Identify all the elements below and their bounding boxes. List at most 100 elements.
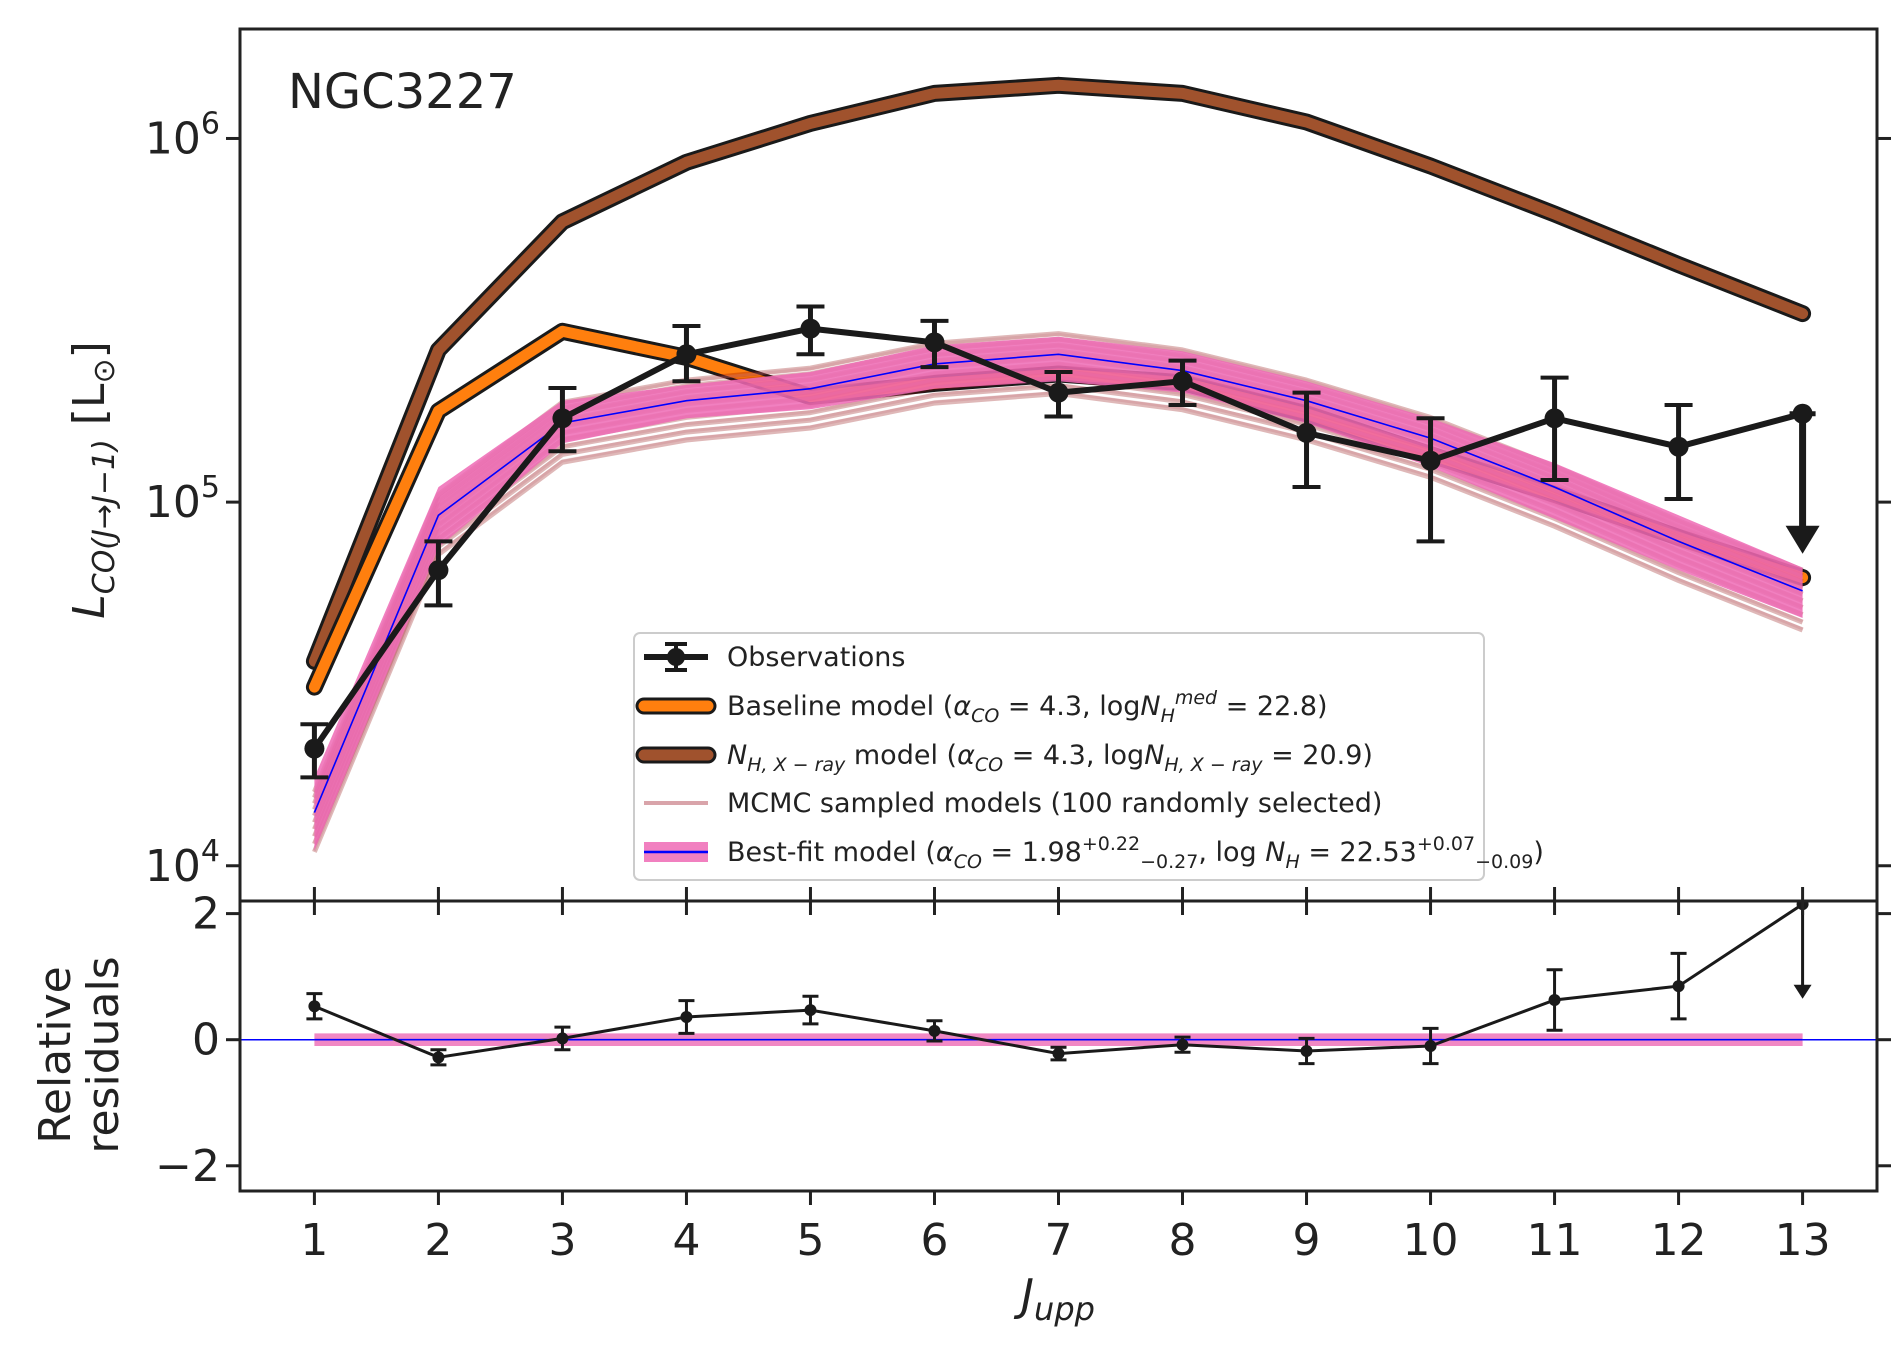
- residual-y-axis-title: Relativeresiduals: [30, 956, 129, 1153]
- x-tick-label: 13: [1775, 1215, 1831, 1266]
- observation-point: [1668, 436, 1689, 457]
- legend-text-part: ): [1533, 837, 1544, 868]
- x-tick-label: 1: [300, 1215, 328, 1266]
- legend-text-part: H, X − ray: [1164, 754, 1263, 776]
- x-title-main: J: [1013, 1270, 1034, 1321]
- legend-text-part: α: [957, 740, 975, 771]
- tick-base: 10: [145, 841, 201, 892]
- residual-title-line-2: residuals: [78, 956, 129, 1153]
- x-tick-label: 9: [1293, 1215, 1321, 1266]
- y-title-unit-end: ]: [64, 341, 115, 358]
- tick-base: 10: [145, 113, 201, 164]
- legend-text-part: H: [1285, 851, 1299, 873]
- legend-text-part: α: [936, 837, 954, 868]
- xray-model-line: [308, 79, 1809, 667]
- residual-plot-data: [240, 901, 1877, 1067]
- observation-point: [1792, 403, 1813, 424]
- x-tick-label: 3: [548, 1215, 576, 1266]
- legend-text-part: +0.07: [1417, 833, 1475, 855]
- legend-label-baseline: Baseline model (αCO​ = 4.3, logNH​med​ =…: [727, 687, 1328, 727]
- observation-point: [1172, 371, 1193, 392]
- legend-text-part: N: [1265, 837, 1285, 868]
- main-y-tick-label: 106: [145, 106, 220, 164]
- legend-label-obs: Observations: [727, 642, 905, 673]
- legend-label-mcmc: MCMC sampled models (100 randomly select…: [727, 788, 1382, 819]
- legend-label-xray: NH, X − ray​ model (αCO​ = 4.3, logNH, X…: [727, 740, 1373, 776]
- legend-text-part: med: [1175, 687, 1218, 709]
- residual-upper-limit-arrowhead: [1793, 984, 1812, 999]
- legend-text-part: = 22.8): [1217, 691, 1327, 722]
- x-tick-label: 12: [1651, 1215, 1707, 1266]
- legend-text-part: CO: [954, 851, 982, 873]
- x-tick-label: 6: [920, 1215, 948, 1266]
- legend-text-part: = 20.9): [1262, 740, 1372, 771]
- tick-exponent: 4: [201, 834, 220, 869]
- legend-text-part: N: [1140, 691, 1160, 722]
- x-tick-label: 8: [1169, 1215, 1197, 1266]
- legend-text-part: H: [1161, 705, 1175, 727]
- residual-point: [804, 1004, 817, 1017]
- legend: Observations Baseline model (αCO​ = 4.3, …: [633, 632, 1544, 881]
- x-tick-label: 7: [1045, 1215, 1073, 1266]
- main-y-tick-label: 104: [145, 834, 220, 892]
- observation-point: [1420, 450, 1441, 471]
- observation-point: [1048, 382, 1069, 403]
- legend-text-part: = 4.3, log: [999, 691, 1140, 722]
- legend-text-part: CO: [971, 705, 999, 727]
- legend-text-part: −0.27: [1140, 851, 1198, 873]
- legend-text-part: H, X − ray: [747, 754, 846, 776]
- legend-text-part: +0.22: [1082, 833, 1140, 855]
- y-title-sub: CO(J→J−1): [87, 439, 122, 594]
- tick-base: 10: [145, 477, 201, 528]
- legend-text-part: MCMC sampled models (100 randomly select…: [727, 788, 1382, 819]
- legend-text-part: model (: [845, 740, 957, 771]
- residual-y-tick-label: 0: [192, 1015, 220, 1066]
- observation-point: [304, 738, 325, 759]
- y-title-space: [64, 425, 115, 439]
- y-title-unit: [L: [64, 383, 115, 425]
- observation-point: [676, 344, 697, 365]
- residual-point: [1548, 993, 1561, 1006]
- main-plot-data: [300, 76, 1820, 853]
- upper-limit-arrowhead: [1785, 525, 1820, 554]
- residual-point: [1424, 1040, 1437, 1052]
- residual-point: [1672, 980, 1685, 993]
- residual-y-tick-label: 2: [192, 889, 220, 940]
- residual-point: [1052, 1047, 1065, 1060]
- residual-point: [928, 1024, 941, 1037]
- legend-text-part: Baseline model (: [727, 691, 953, 722]
- observation-point: [800, 318, 821, 339]
- observation-point: [552, 408, 573, 429]
- legend-handle-point: [667, 648, 685, 666]
- legend-box: [633, 632, 1485, 881]
- legend-text-part: = 22.53: [1300, 837, 1417, 868]
- observation-point: [1544, 408, 1565, 429]
- legend-text-part: = 1.98: [982, 837, 1082, 868]
- residual-y-tick-label: −2: [155, 1141, 220, 1192]
- x-tick-label: 2: [424, 1215, 452, 1266]
- x-axis-title: Jupp: [1013, 1270, 1095, 1328]
- x-title-sub: upp: [1034, 1290, 1095, 1328]
- legend-text-part: = 4.3, log: [1003, 740, 1144, 771]
- main-y-tick-label: 105: [145, 470, 220, 528]
- observation-point: [428, 560, 449, 581]
- legend-text-part: , log: [1198, 837, 1265, 868]
- observation-point: [1296, 422, 1317, 443]
- legend-text-part: −0.09: [1475, 851, 1533, 873]
- x-tick-label: 5: [796, 1215, 824, 1266]
- observation-point: [924, 332, 945, 353]
- tick-exponent: 5: [201, 470, 220, 505]
- legend-text-part: Observations: [727, 642, 905, 673]
- residual-point: [680, 1011, 693, 1023]
- x-tick-label: 11: [1527, 1215, 1583, 1266]
- residual-point: [1300, 1045, 1313, 1058]
- y-title-unit-sub: ⊙: [87, 358, 122, 383]
- x-tick-label: 4: [672, 1215, 700, 1266]
- residual-point: [308, 1000, 321, 1013]
- legend-label-best: Best-fit model (αCO​ = 1.98+0.22​−0.27​,…: [727, 833, 1544, 873]
- residual-point: [556, 1032, 569, 1045]
- residual-point: [1176, 1038, 1189, 1051]
- legend-text-part: Best-fit model (: [727, 837, 936, 868]
